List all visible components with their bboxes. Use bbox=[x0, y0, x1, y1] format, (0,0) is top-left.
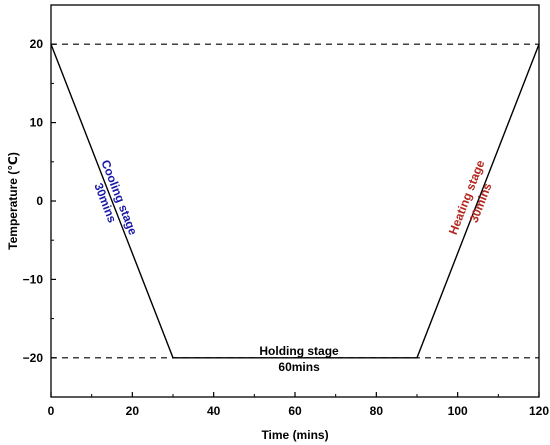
annotation-1-line-1: 60mins bbox=[278, 360, 320, 374]
annotation-1-line-0: Holding stage bbox=[259, 344, 339, 358]
x-axis-label: Time (mins) bbox=[261, 428, 328, 442]
x-tick-label: 20 bbox=[126, 404, 140, 418]
y-axis-label: Temperature (℃) bbox=[6, 152, 20, 250]
y-tick-label: −20 bbox=[23, 351, 44, 365]
x-tick-label: 0 bbox=[48, 404, 55, 418]
annotation-1: Holding stage 60mins bbox=[259, 344, 339, 374]
x-tick-label: 100 bbox=[448, 404, 468, 418]
x-tick-label: 80 bbox=[370, 404, 384, 418]
y-axis-ticks: −20 −10 0 10 20 bbox=[23, 37, 56, 365]
x-tick-label: 40 bbox=[207, 404, 221, 418]
y-tick-label: 0 bbox=[36, 194, 43, 208]
y-tick-label: 20 bbox=[30, 37, 44, 51]
series-layer bbox=[50, 43, 540, 359]
y-tick-label: −10 bbox=[23, 272, 44, 286]
y-tick-label: 10 bbox=[30, 116, 44, 130]
series-line-0 bbox=[50, 43, 540, 359]
x-axis-ticks: 0 20 40 60 80 100 120 bbox=[48, 392, 549, 418]
x-tick-label: 120 bbox=[529, 404, 549, 418]
x-tick-label: 60 bbox=[288, 404, 302, 418]
